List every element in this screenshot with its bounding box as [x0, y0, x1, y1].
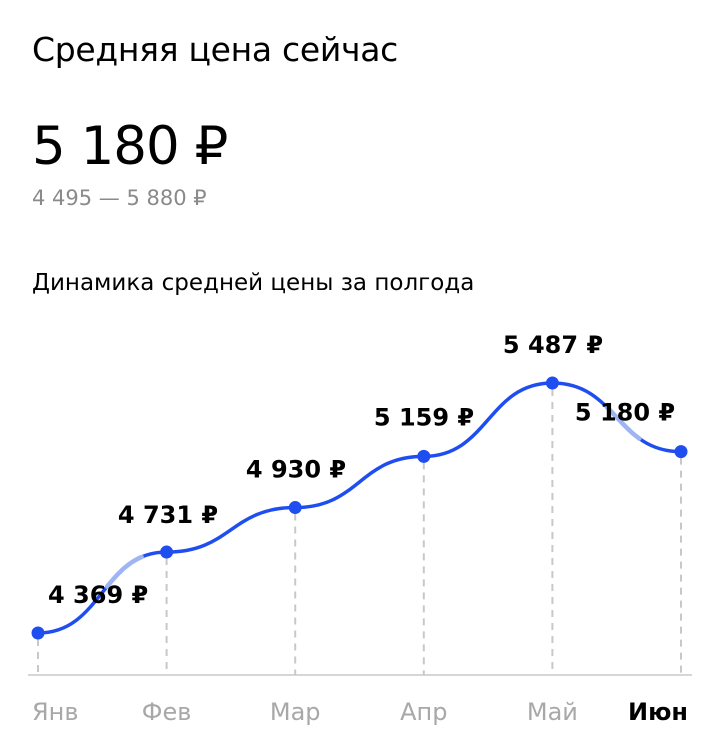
- data-point-1: [160, 545, 174, 559]
- value-label-5: 5 180 ₽: [575, 399, 675, 427]
- data-point-5: [674, 445, 688, 459]
- series-line-segment-1: [164, 505, 297, 554]
- current-average-price: 5 180 ₽: [32, 116, 228, 177]
- series-line-segment-0: [36, 550, 169, 635]
- x-tick-label-3: Апр: [400, 698, 447, 726]
- value-label-1: 4 731 ₽: [118, 501, 218, 529]
- x-tick-label-5: Июн: [628, 698, 688, 726]
- series-line-segment-3: [422, 381, 555, 459]
- value-label-0: 4 369 ₽: [48, 581, 148, 609]
- chart-caption: Динамика средней цены за полгода: [32, 270, 475, 296]
- page-title: Средняя цена сейчас: [32, 30, 398, 69]
- price-range: 4 495 — 5 880 ₽: [32, 186, 207, 210]
- x-tick-label-0: Янв: [32, 698, 79, 726]
- series-line-segment-2: [293, 454, 426, 510]
- x-tick-label-2: Мар: [270, 698, 321, 726]
- value-label-3: 5 159 ₽: [374, 403, 474, 431]
- series-line-fade-0: [104, 554, 144, 589]
- x-tick-label-4: Май: [527, 698, 578, 726]
- data-point-0: [31, 626, 45, 640]
- data-point-4: [545, 376, 559, 390]
- value-label-4: 5 487 ₽: [503, 331, 603, 359]
- x-tick-label-1: Фев: [142, 698, 192, 726]
- data-point-2: [288, 501, 302, 515]
- data-point-3: [417, 449, 431, 463]
- value-label-2: 4 930 ₽: [246, 456, 346, 484]
- series-line-fade-1: [604, 404, 642, 441]
